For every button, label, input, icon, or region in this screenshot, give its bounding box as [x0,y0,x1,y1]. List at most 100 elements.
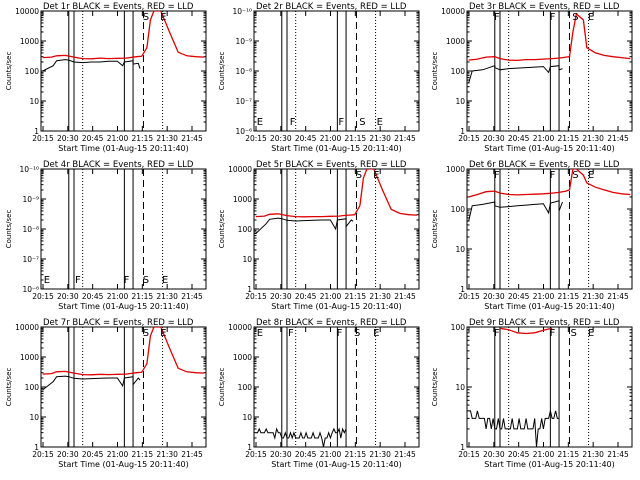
x-tick-label: 20:45 [508,134,530,143]
x-tick-label: 21:45 [394,134,416,143]
x-tick-label: 21:15 [132,292,154,301]
y-tick-label: 100 [25,383,40,392]
x-tick-label: 20:30 [270,450,292,459]
y-tick-label: 10⁻¹⁰ [19,165,39,174]
detector-panel-6: Det 6r BLACK = Events, RED = LLD 1 10 100 10… [431,160,633,311]
y-tick-label: 10000 [15,7,39,16]
y-tick-label: 1000 [233,353,252,362]
x-tick-label: 20:30 [483,450,505,459]
x-tick-label: 20:45 [508,292,530,301]
plot-frame [253,326,420,448]
panel-title: Det 3r BLACK = Events, RED = LLD [469,2,620,12]
y-tick-label: 100 [451,67,466,76]
x-tick-label: 20:15 [32,134,54,143]
lld-series-line [255,169,418,218]
x-axis-label: Start Time (01-Aug-15 20:11:40) [58,302,189,311]
x-tick-label: 20:45 [82,292,104,301]
x-tick-label: 21:15 [558,292,580,301]
y-axis-label: Counts/sec [431,368,439,407]
x-tick-label: 21:30 [156,292,178,301]
x-tick-label: 20:30 [270,134,292,143]
y-tick-label: 1000 [446,37,465,46]
x-tick-label: 21:45 [394,292,416,301]
y-tick-label: 100 [25,67,40,76]
segment-marker: E [588,328,594,339]
x-axis-label: Start Time (01-Aug-15 20:11:40) [271,144,402,153]
plot-frame [40,10,207,132]
x-tick-label: 20:45 [295,134,317,143]
x-axis-label: Start Time (01-Aug-15 20:11:40) [271,460,402,469]
y-tick-label: 10⁻⁹ [22,195,39,204]
segment-marker: F [290,117,296,128]
x-tick-label: 20:30 [483,292,505,301]
segment-marker: S [354,328,360,339]
y-tick-label: 10⁻¹⁰ [232,7,252,16]
segment-marker: E [588,170,594,181]
x-tick-label: 20:30 [57,292,79,301]
panel-title: Det 5r BLACK = Events, RED = LLD [256,160,407,170]
segment-marker: S [570,328,576,339]
segment-marker: S [572,170,578,181]
y-tick-label: 1 [247,285,252,294]
y-tick-label: 10000 [228,165,252,174]
panel-title: Det 4r BLACK = Events, RED = LLD [43,160,194,170]
y-tick-label: 10 [455,97,465,106]
x-tick-label: 21:45 [181,134,203,143]
y-tick-label: 10 [455,245,465,254]
y-tick-label: 100 [451,205,466,214]
y-axis-label: Counts/sec [5,210,13,249]
y-tick-label: 10000 [15,323,39,332]
plot-frame [40,326,207,448]
panel-title: Det 1r BLACK = Events, RED = LLD [43,2,194,12]
x-tick-label: 21:45 [607,292,629,301]
y-tick-label: 10⁻⁹ [235,37,252,46]
segment-marker: E [588,12,594,23]
x-tick-label: 20:45 [82,450,104,459]
y-tick-label: 1000 [446,165,465,174]
detector-panel-3: Det 3r BLACK = Events, RED = LLD 1 10 100 10… [431,2,633,153]
segment-marker: S [143,12,149,23]
x-axis-label: Start Time (01-Aug-15 20:11:40) [484,144,615,153]
y-tick-label: 10⁻⁷ [22,255,39,264]
segment-marker: F [337,328,343,339]
segment-marker: E [373,328,379,339]
plot-frame [466,326,633,448]
y-tick-label: 10⁻⁶ [22,285,39,294]
detector-panel-7: Det 7r BLACK = Events, RED = LLD 1 10 100 10… [5,318,207,469]
x-axis-label: Start Time (01-Aug-15 20:11:40) [484,460,615,469]
x-tick-label: 20:30 [483,134,505,143]
panel-title: Det 8r BLACK = Events, RED = LLD [256,318,407,328]
x-tick-label: 20:15 [458,292,480,301]
x-axis-label: Start Time (01-Aug-15 20:11:40) [271,302,402,311]
lld-series-line [42,327,205,376]
x-tick-label: 21:15 [132,134,154,143]
y-tick-label: 1000 [233,195,252,204]
y-tick-label: 10 [455,383,465,392]
panel-title: Det 7r BLACK = Events, RED = LLD [43,318,194,328]
x-tick-label: 21:30 [156,450,178,459]
panel-title: Det 2r BLACK = Events, RED = LLD [256,2,407,12]
x-tick-label: 21:00 [107,134,129,143]
segment-marker: E [257,117,263,128]
x-tick-label: 21:15 [345,292,367,301]
segment-marker: E [377,117,383,128]
x-tick-label: 21:15 [345,450,367,459]
y-axis-label: Counts/sec [5,52,13,91]
events-series-line [468,65,563,84]
x-tick-label: 20:45 [508,450,530,459]
x-tick-label: 21:30 [369,450,391,459]
y-tick-label: 1 [34,443,39,452]
y-axis-label: Counts/sec [431,210,439,249]
detector-panel-2: Det 2r BLACK = Events, RED = LLD 10⁻⁶ 10⁻⁷… [218,2,420,153]
x-tick-label: 21:00 [107,292,129,301]
x-tick-label: 20:15 [32,292,54,301]
y-axis-label: Counts/sec [431,52,439,91]
panel-title: Det 9r BLACK = Events, RED = LLD [469,318,620,328]
events-series-line [468,200,563,222]
plot-frame [253,168,420,290]
x-tick-label: 21:00 [320,450,342,459]
y-tick-label: 1 [460,285,465,294]
x-tick-label: 20:15 [32,450,54,459]
y-tick-label: 10000 [228,323,252,332]
y-tick-label: 100 [238,383,253,392]
